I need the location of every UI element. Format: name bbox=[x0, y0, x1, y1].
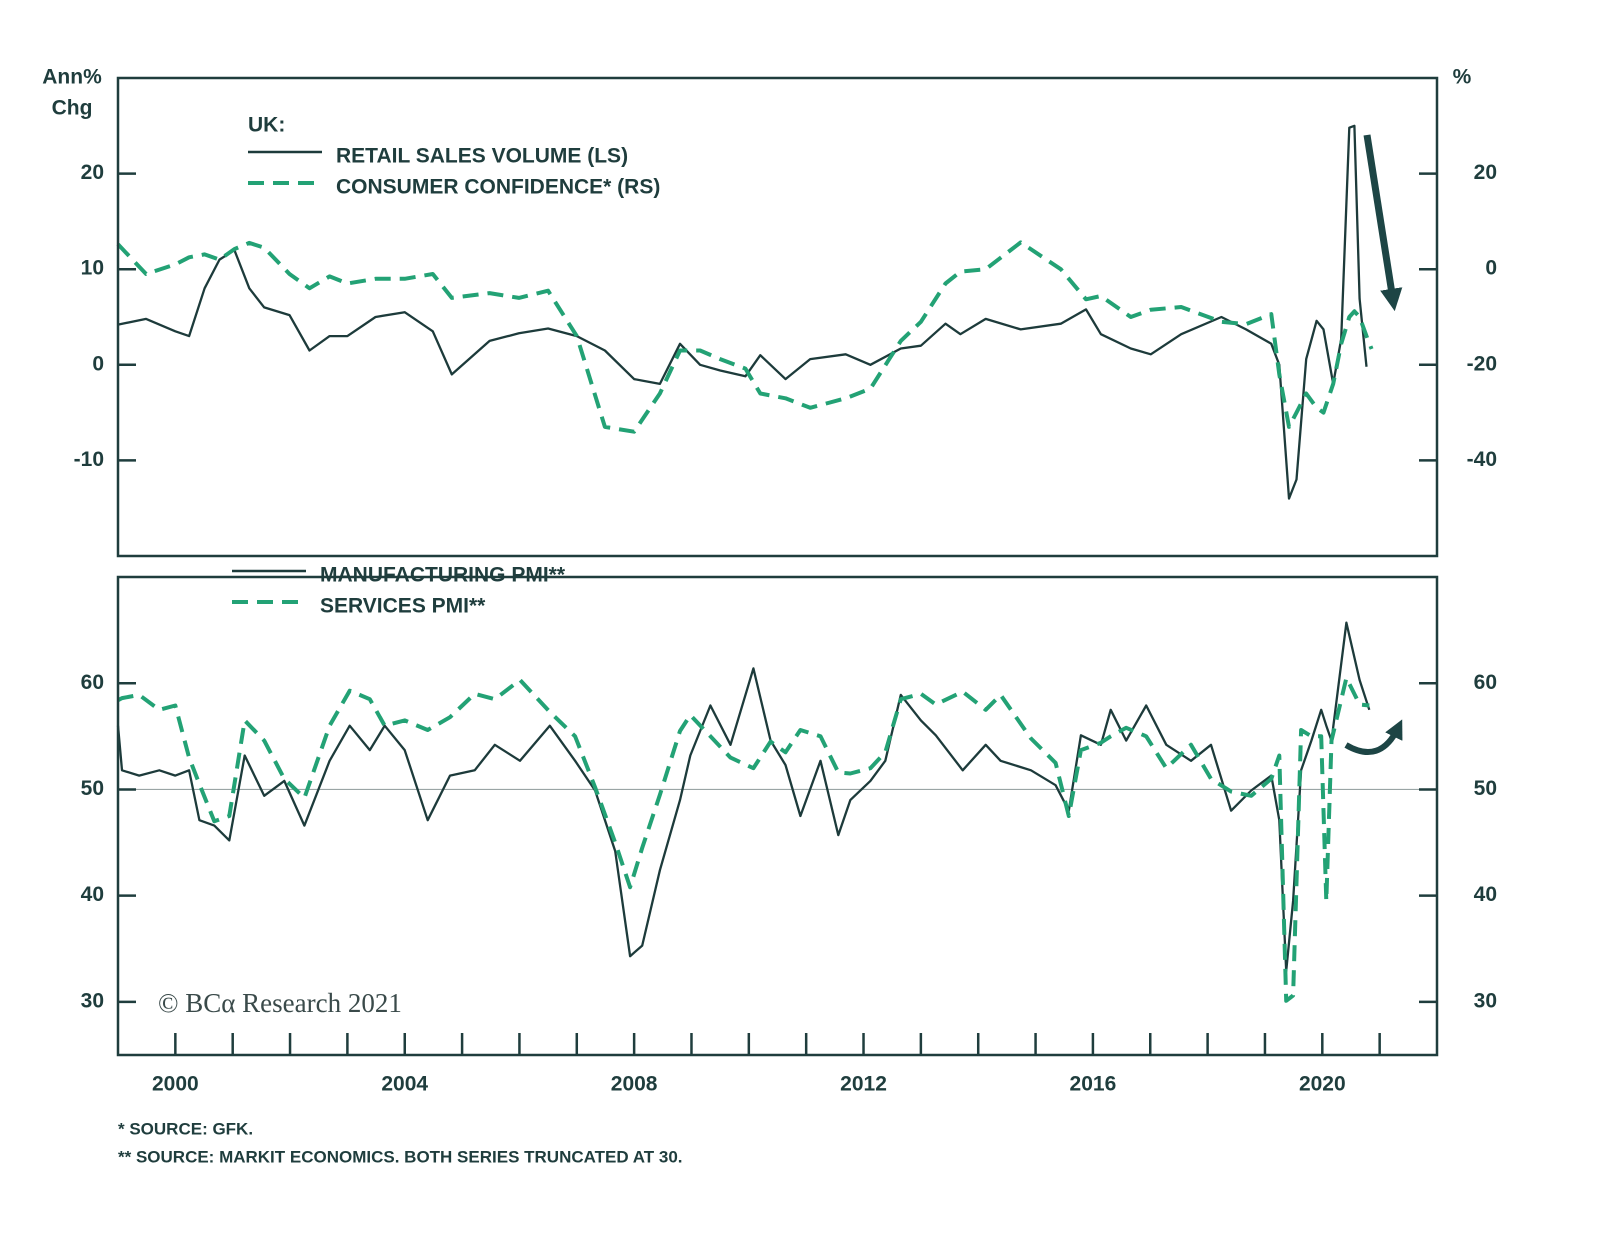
x-tick-label: 2012 bbox=[840, 1073, 887, 1096]
plot-frame bbox=[116, 76, 1439, 558]
x-tick-label: 2016 bbox=[1070, 1073, 1117, 1096]
x-tick-label: 2000 bbox=[152, 1073, 199, 1096]
x-tick-label: 2008 bbox=[611, 1073, 658, 1096]
y2-tick-label: 50 bbox=[1474, 777, 1497, 800]
footnote: ** SOURCE: MARKIT ECONOMICS. BOTH SERIES… bbox=[118, 1147, 683, 1166]
arrow bbox=[1344, 719, 1403, 755]
series-line bbox=[117, 675, 1370, 1003]
y-tick-label: 50 bbox=[81, 777, 104, 800]
y-tick-label: 30 bbox=[81, 989, 104, 1012]
legend-label: SERVICES PMI** bbox=[320, 595, 486, 618]
y2-tick-label: 60 bbox=[1474, 671, 1497, 694]
y-tick-label: 20 bbox=[81, 161, 104, 184]
y2-tick-label: 40 bbox=[1474, 883, 1497, 906]
series-line bbox=[116, 240, 1374, 434]
y-tick-label: 10 bbox=[81, 257, 104, 280]
x-tick-label: 2020 bbox=[1299, 1073, 1346, 1096]
arrow bbox=[1363, 134, 1403, 312]
y-tick-label: -10 bbox=[74, 448, 104, 471]
legend-label: RETAIL SALES VOLUME (LS) bbox=[336, 145, 628, 168]
legend-label: CONSUMER CONFIDENCE* (RS) bbox=[336, 176, 660, 199]
y-tick-label: 60 bbox=[81, 671, 104, 694]
series-line bbox=[116, 621, 1371, 973]
y2-tick-label: -40 bbox=[1467, 448, 1497, 471]
plot-frame bbox=[116, 575, 1439, 1057]
y-tick-label: 0 bbox=[92, 352, 104, 375]
y2-tick-label: 30 bbox=[1474, 989, 1497, 1012]
y-axis-label: Ann% bbox=[42, 66, 102, 89]
series-line bbox=[117, 124, 1368, 500]
legend-label: MANUFACTURING PMI** bbox=[320, 564, 566, 587]
y2-tick-label: 0 bbox=[1485, 257, 1497, 280]
y2-tick-label: 20 bbox=[1474, 161, 1497, 184]
watermark: © BCα Research 2021 bbox=[158, 988, 402, 1018]
y2-axis-label: % bbox=[1453, 66, 1472, 89]
x-tick-label: 2004 bbox=[381, 1073, 428, 1096]
y-axis-label: Chg bbox=[52, 97, 93, 120]
footnote: * SOURCE: GFK. bbox=[118, 1119, 253, 1138]
legend-title: UK: bbox=[248, 114, 285, 137]
y-tick-label: 40 bbox=[81, 883, 104, 906]
y2-tick-label: -20 bbox=[1467, 352, 1497, 375]
